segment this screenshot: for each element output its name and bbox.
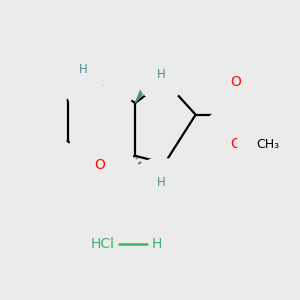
- Text: H: H: [157, 176, 166, 189]
- Text: N: N: [95, 75, 105, 89]
- Text: O: O: [230, 75, 241, 89]
- Polygon shape: [135, 76, 153, 103]
- Text: CH₃: CH₃: [256, 138, 279, 151]
- Text: HCl: HCl: [91, 237, 115, 251]
- Text: O: O: [230, 137, 241, 151]
- Text: H: H: [157, 68, 166, 81]
- Text: H: H: [80, 62, 88, 76]
- Text: H: H: [152, 237, 162, 251]
- Text: O: O: [94, 158, 105, 172]
